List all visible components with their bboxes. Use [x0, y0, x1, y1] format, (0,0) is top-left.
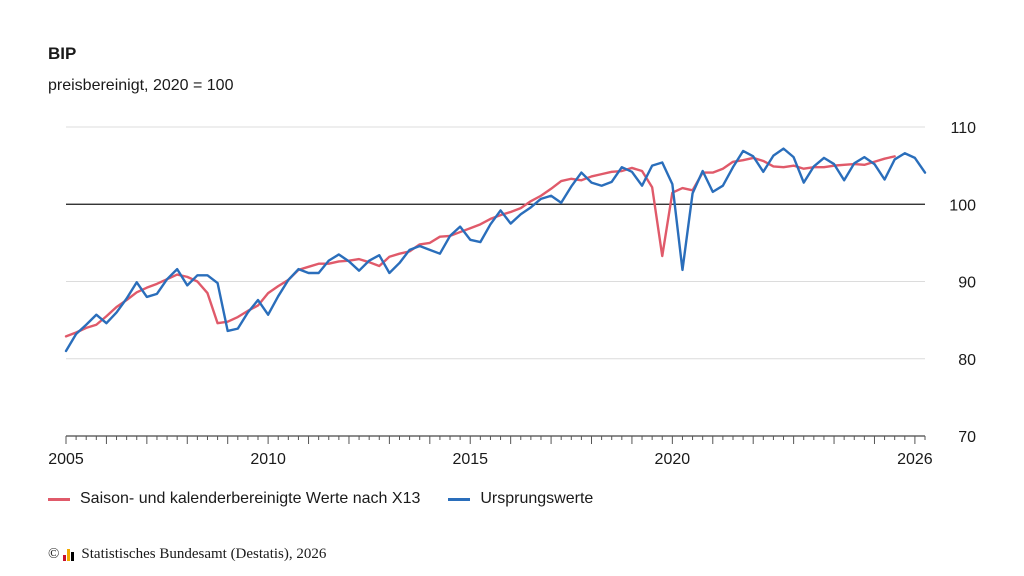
x-axis: 2005 2010 2015 2020 2026 — [48, 435, 933, 468]
series-line-x13-adjusted — [64, 155, 896, 338]
x-tick-label-2015: 2015 — [452, 451, 488, 468]
x-tick-label-2026: 2026 — [897, 451, 933, 468]
destatis-logo-icon — [63, 548, 75, 561]
y-tick-label-100: 100 — [949, 197, 976, 214]
y-tick-label-70: 70 — [958, 429, 976, 446]
y-axis: 70 80 90 100 110 — [949, 120, 976, 446]
legend-label-original: Ursprungswerte — [480, 490, 594, 507]
copyright-symbol: © — [48, 546, 60, 562]
legend-item-original: Ursprungswerte — [448, 490, 593, 508]
chart-title: BIP — [48, 44, 77, 63]
legend-swatch-x13 — [48, 497, 70, 501]
legend-item-x13: Saison- und kalenderbereinigte Werte nac… — [48, 490, 420, 508]
chart-subtitle: preisbereinigt, 2020 = 100 — [48, 77, 234, 94]
legend-label-x13: Saison- und kalenderbereinigte Werte nac… — [80, 490, 421, 507]
gdp-line-chart: 2005 2010 2015 2020 2026 70 80 90 100 110 — [48, 120, 976, 468]
grid-lines — [66, 126, 925, 360]
series-line-original — [64, 147, 927, 353]
source-text: Statistisches Bundesamt (Destatis), 2026 — [81, 546, 327, 562]
series-group — [64, 147, 927, 353]
legend-swatch-original — [448, 497, 471, 501]
y-tick-label-110: 110 — [950, 120, 976, 137]
x-tick-label-2010: 2010 — [250, 451, 286, 468]
x-tick-label-2020: 2020 — [655, 451, 691, 468]
y-tick-label-90: 90 — [958, 275, 976, 292]
source-footer: © Statistisches Bundesamt (Destatis), 20… — [48, 546, 326, 563]
legend: Saison- und kalenderbereinigte Werte nac… — [48, 490, 621, 508]
x-tick-label-2005: 2005 — [48, 451, 84, 468]
y-tick-label-80: 80 — [958, 352, 976, 369]
